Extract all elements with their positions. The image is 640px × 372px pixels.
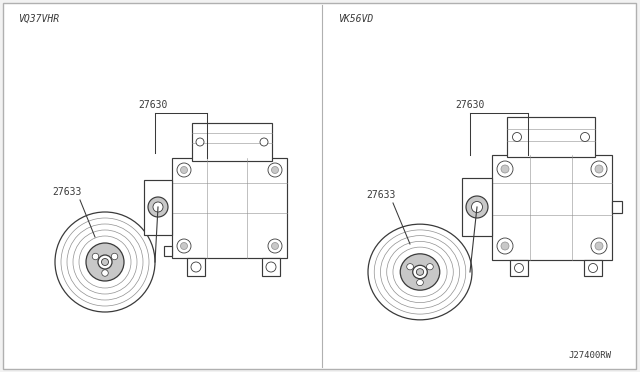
Circle shape	[497, 161, 513, 177]
Text: 27633: 27633	[366, 190, 396, 200]
Circle shape	[191, 262, 201, 272]
Ellipse shape	[426, 264, 433, 270]
Circle shape	[268, 163, 282, 177]
Ellipse shape	[413, 265, 428, 279]
FancyBboxPatch shape	[510, 260, 528, 276]
Text: 27633: 27633	[52, 187, 81, 197]
Ellipse shape	[102, 270, 108, 276]
Ellipse shape	[92, 253, 99, 260]
Circle shape	[513, 132, 522, 141]
Ellipse shape	[111, 253, 118, 260]
Text: 27630: 27630	[455, 100, 484, 110]
FancyBboxPatch shape	[507, 117, 595, 157]
Circle shape	[180, 243, 188, 250]
Circle shape	[589, 263, 598, 273]
Circle shape	[591, 161, 607, 177]
Ellipse shape	[102, 259, 109, 266]
Ellipse shape	[368, 224, 472, 320]
Polygon shape	[172, 158, 287, 258]
Circle shape	[271, 167, 278, 173]
Circle shape	[148, 197, 168, 217]
Ellipse shape	[417, 269, 424, 275]
FancyBboxPatch shape	[187, 258, 205, 276]
FancyBboxPatch shape	[144, 180, 172, 235]
Text: VK56VD: VK56VD	[338, 14, 373, 24]
Ellipse shape	[400, 254, 440, 290]
Circle shape	[196, 138, 204, 146]
Circle shape	[180, 167, 188, 173]
Circle shape	[515, 263, 524, 273]
Circle shape	[595, 165, 603, 173]
Circle shape	[580, 132, 589, 141]
FancyBboxPatch shape	[612, 201, 622, 213]
Circle shape	[472, 202, 483, 212]
Circle shape	[591, 238, 607, 254]
Text: 27630: 27630	[138, 100, 168, 110]
Circle shape	[501, 165, 509, 173]
Circle shape	[466, 196, 488, 218]
FancyBboxPatch shape	[584, 260, 602, 276]
Text: J27400RW: J27400RW	[568, 351, 611, 360]
Circle shape	[153, 202, 163, 212]
Ellipse shape	[98, 255, 112, 269]
Circle shape	[501, 242, 509, 250]
Circle shape	[497, 238, 513, 254]
Circle shape	[595, 242, 603, 250]
Text: VQ37VHR: VQ37VHR	[18, 14, 59, 24]
FancyBboxPatch shape	[462, 178, 492, 236]
Ellipse shape	[406, 264, 413, 270]
Circle shape	[268, 239, 282, 253]
Circle shape	[177, 239, 191, 253]
Circle shape	[271, 243, 278, 250]
Circle shape	[260, 138, 268, 146]
Ellipse shape	[86, 243, 124, 281]
FancyBboxPatch shape	[164, 246, 172, 256]
FancyBboxPatch shape	[3, 3, 636, 369]
Circle shape	[266, 262, 276, 272]
FancyBboxPatch shape	[492, 155, 612, 260]
Circle shape	[177, 163, 191, 177]
Ellipse shape	[55, 212, 155, 312]
Ellipse shape	[417, 279, 424, 286]
FancyBboxPatch shape	[262, 258, 280, 276]
FancyBboxPatch shape	[192, 123, 272, 161]
